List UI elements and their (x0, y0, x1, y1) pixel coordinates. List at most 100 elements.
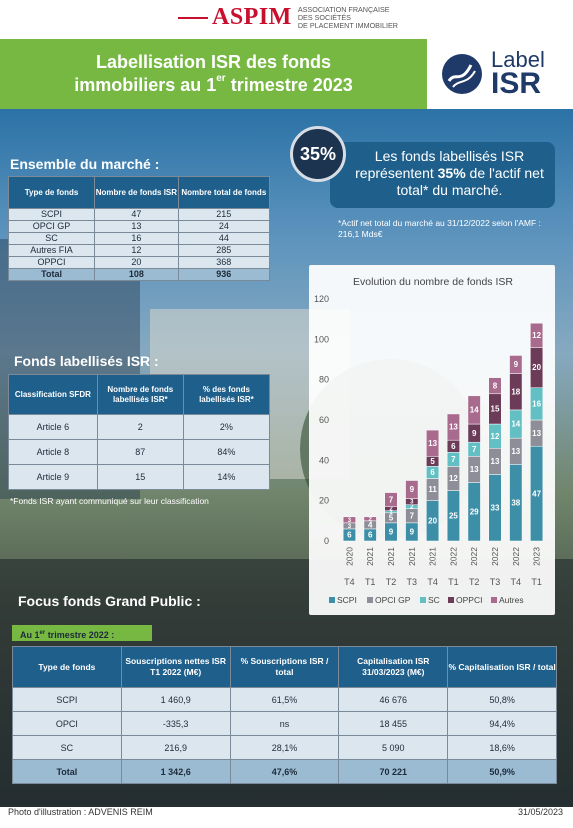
x-tick-quarter: T3 (407, 577, 418, 587)
table-cell: 16 (94, 232, 179, 245)
table-cell: Article 8 (8, 439, 98, 465)
table-cell: 368 (177, 256, 271, 269)
data-label: 29 (470, 507, 479, 516)
table-cell: 15 (96, 464, 184, 490)
y-tick-label: 40 (319, 455, 329, 465)
table-cell: 70 221 (338, 759, 449, 784)
table-cell: 216,9 (120, 735, 231, 760)
x-tick-quarter: T1 (531, 577, 542, 587)
data-label: 25 (449, 511, 458, 520)
x-tick-quarter: T4 (344, 577, 355, 587)
bar-segment (446, 413, 460, 441)
x-tick-quarter: T1 (448, 577, 459, 587)
y-tick-label: 100 (314, 334, 329, 344)
data-label: 5 (430, 457, 435, 466)
bar-segment (488, 377, 502, 395)
legend-label: OPPCI (456, 595, 482, 605)
y-tick-label: 80 (319, 375, 329, 385)
legend-swatch (367, 597, 373, 603)
highlight-bold: 35% (437, 165, 466, 181)
table-cell: Article 6 (8, 414, 98, 440)
table-cell: Total (12, 759, 122, 784)
table-cell: 61,5% (229, 687, 340, 712)
table-cell: 12 (94, 244, 179, 257)
legend-swatch (329, 597, 335, 603)
data-label: 11 (428, 485, 437, 494)
table-cell: 84% (182, 439, 271, 465)
aspim-subtitle: Association française des sociétés de pl… (298, 6, 398, 30)
legend-swatch (491, 597, 497, 603)
table-cell: Article 9 (8, 464, 98, 490)
table-cell: 1 460,9 (120, 687, 231, 712)
title-line-2a: immobiliers au 1 (74, 75, 217, 95)
x-tick-year: 2022 (448, 547, 458, 566)
table-cell: SCPI (12, 687, 122, 712)
table-row: OPPCI 20 368 (7, 256, 271, 269)
sfdr-header-row: Classification SFDR Nombre de fonds labe… (8, 374, 271, 415)
bar-segment (530, 322, 544, 348)
table-cell: OPCI (12, 711, 122, 736)
table-row: OPCI GP 13 24 (7, 220, 271, 233)
data-label: 13 (532, 429, 541, 438)
x-tick-year: 2021 (365, 547, 375, 566)
market-section-title: Ensemble du marché : (10, 156, 160, 172)
x-tick-quarter: T2 (386, 577, 397, 587)
table-row: Article 8 87 84% (8, 439, 271, 465)
data-label: 9 (472, 429, 477, 438)
aspim-subtitle-line: des sociétés (297, 13, 351, 22)
table-total-row: Total 108 936 (7, 268, 271, 281)
data-label: 20 (532, 363, 541, 372)
banner-text-end: trimestre 2022 : (45, 630, 115, 640)
title-sup: er (216, 73, 226, 84)
table-cell: Total (7, 268, 96, 281)
market-header-row: Type de fonds Nombre de fonds ISR Nombre… (7, 176, 271, 209)
data-label: 9 (410, 528, 415, 537)
focus-header-cell: % Capitalisation ISR / total (447, 646, 557, 688)
bar-segment (405, 480, 419, 499)
aspim-subtitle-line: Association française (297, 5, 390, 14)
x-tick-quarter: T4 (427, 577, 438, 587)
y-tick-label: 120 (314, 294, 329, 304)
title-banner: Labellisation ISR des fonds immobiliers … (0, 39, 427, 109)
data-label: 6 (368, 531, 373, 540)
market-header-cell: Nombre total de fonds (177, 176, 271, 209)
table-cell: -335,3 (120, 711, 231, 736)
legend-label: SCPI (337, 595, 357, 605)
table-cell: 13 (94, 220, 179, 233)
data-label: 2 (369, 517, 373, 523)
table-row: OPCI -335,3 ns 18 455 94,4% (12, 711, 557, 736)
data-label: 12 (491, 432, 500, 441)
table-cell: OPPCI (7, 256, 96, 269)
bar-segment (363, 516, 377, 522)
table-cell: 50,9% (447, 759, 557, 784)
x-tick-year: 2022 (490, 547, 500, 566)
x-tick-quarter: T1 (365, 577, 376, 587)
legend-swatch (420, 597, 426, 603)
market-table: Type de fonds Nombre de fonds ISR Nombre… (7, 176, 271, 281)
table-total-row: Total 1 342,6 47,6% 70 221 50,9% (12, 759, 557, 784)
label-isr-icon (442, 54, 482, 94)
focus-header-cell: % Souscriptions ISR / total (229, 646, 340, 688)
data-label: 2 (410, 505, 414, 511)
table-cell: 108 (94, 268, 179, 281)
market-header-cell: Type de fonds (7, 176, 96, 209)
data-label: 16 (532, 400, 541, 409)
table-row: Article 6 2 2% (8, 414, 271, 440)
y-tick-label: 20 (319, 496, 329, 506)
isr-funds-chart: Evolution du nombre de fonds ISR 0 20 40 60… (314, 276, 544, 605)
table-cell: 20 (94, 256, 179, 269)
table-row: SCPI 47 215 (7, 208, 271, 221)
table-cell: 18 455 (338, 711, 449, 736)
x-tick-quarter: T3 (490, 577, 501, 587)
data-label: 9 (389, 528, 394, 537)
focus-table: Type de fonds Souscriptions nettes ISR T… (12, 646, 557, 784)
bar-segment (509, 355, 523, 374)
data-label: 12 (449, 474, 458, 483)
data-label: 13 (491, 457, 500, 466)
table-cell: 14% (182, 464, 271, 490)
data-label: 7 (389, 495, 394, 504)
focus-subtitle-banner: Au 1er trimestre 2022 : (12, 625, 152, 641)
y-tick-label: 0 (324, 536, 329, 546)
table-cell: 50,8% (447, 687, 557, 712)
table-row: Autres FIA 12 285 (7, 244, 271, 257)
